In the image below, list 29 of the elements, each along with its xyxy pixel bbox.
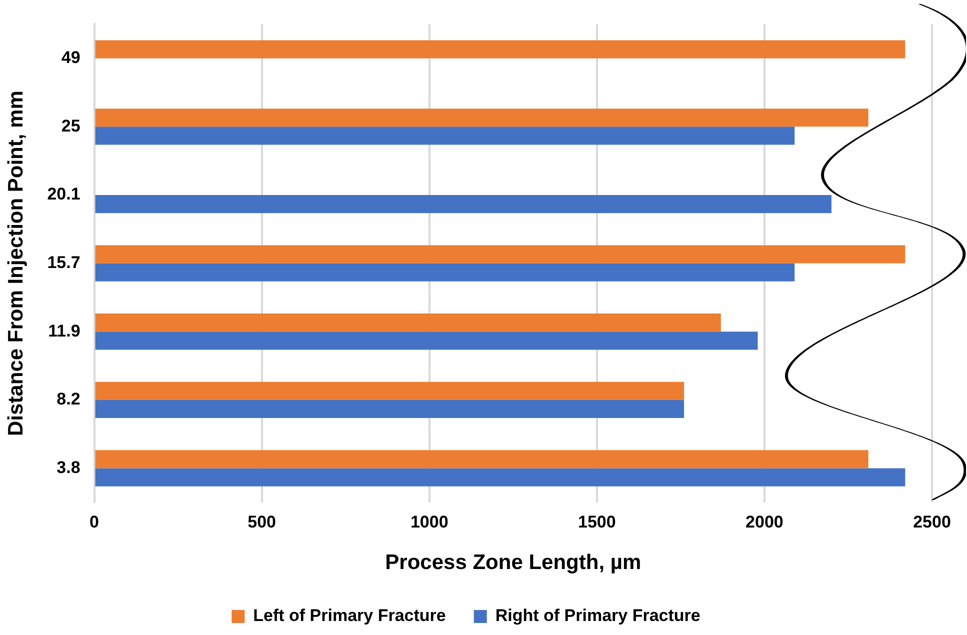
legend-label: Right of Primary Fracture [495, 606, 700, 626]
y-tick-label: 11.9 [48, 321, 80, 340]
x-tick-label: 2500 [913, 512, 951, 532]
bar [95, 450, 868, 468]
bar [95, 194, 832, 214]
bar [95, 314, 721, 332]
x-axis-title: Process Zone Length, µm [385, 551, 642, 574]
y-tick-label: 8.2 [56, 390, 80, 409]
x-tick-label: 1000 [410, 512, 448, 532]
legend-label: Left of Primary Fracture [253, 606, 446, 626]
bar [95, 332, 758, 350]
y-tick-label: 25 [61, 116, 80, 136]
bar [95, 245, 906, 264]
x-tick-label: 500 [248, 512, 276, 532]
y-axis-title: Distance From Injection Point, mm [4, 90, 28, 436]
bar [95, 382, 684, 400]
y-tick-label: 49 [61, 48, 80, 68]
bar [95, 468, 906, 486]
bar [95, 400, 684, 418]
y-tick-label: 15.7 [47, 252, 80, 272]
bar [95, 126, 795, 145]
bar [95, 40, 906, 58]
x-tick-label: 2000 [746, 512, 784, 532]
x-tick-label: 0 [90, 512, 100, 532]
bar [95, 108, 868, 127]
x-tick-label: 1500 [578, 512, 616, 532]
y-tick-label: 3.8 [56, 458, 80, 477]
y-tick-label: 20.1 [47, 184, 80, 204]
bar [95, 263, 795, 282]
